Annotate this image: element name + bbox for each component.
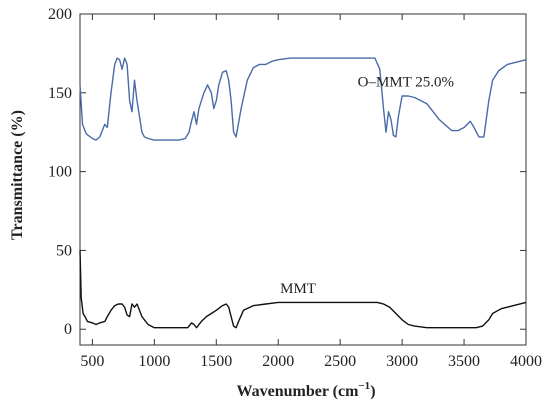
x-tick-label: 4000 <box>510 353 542 370</box>
x-tick-label: 500 <box>80 353 104 370</box>
x-tick-label: 2000 <box>262 353 294 370</box>
x-tick-label: 2500 <box>324 353 356 370</box>
y-tick-label: 50 <box>56 242 72 259</box>
plot-frame <box>79 13 527 346</box>
x-tick-label: 1500 <box>200 353 232 370</box>
series-label-mmt: MMT <box>280 281 316 297</box>
y-tick-label: 0 <box>64 321 72 338</box>
y-tick-label: 150 <box>48 85 72 102</box>
x-axis-title: Wavenumber (cm−1) <box>236 380 375 400</box>
plot-border <box>79 13 527 346</box>
series-line-mmt <box>79 250 527 329</box>
series-label-ommt: O–MMT 25.0% <box>358 75 454 91</box>
y-axis: 0 50 100 150 200 <box>48 6 526 338</box>
series-layer <box>79 57 527 329</box>
x-tick-label: 3000 <box>386 353 418 370</box>
x-axis: 500 1000 1500 2000 2500 3000 3500 4000 <box>80 14 542 370</box>
y-tick-label: 200 <box>48 6 72 23</box>
y-axis-title: Transmittance (%) <box>9 110 26 240</box>
x-tick-label: 3500 <box>448 353 480 370</box>
x-tick-label: 1000 <box>138 353 170 370</box>
y-tick-label: 100 <box>48 164 72 181</box>
annotations: O–MMT 25.0% MMT <box>280 75 454 297</box>
series-line-ommt <box>79 57 527 141</box>
